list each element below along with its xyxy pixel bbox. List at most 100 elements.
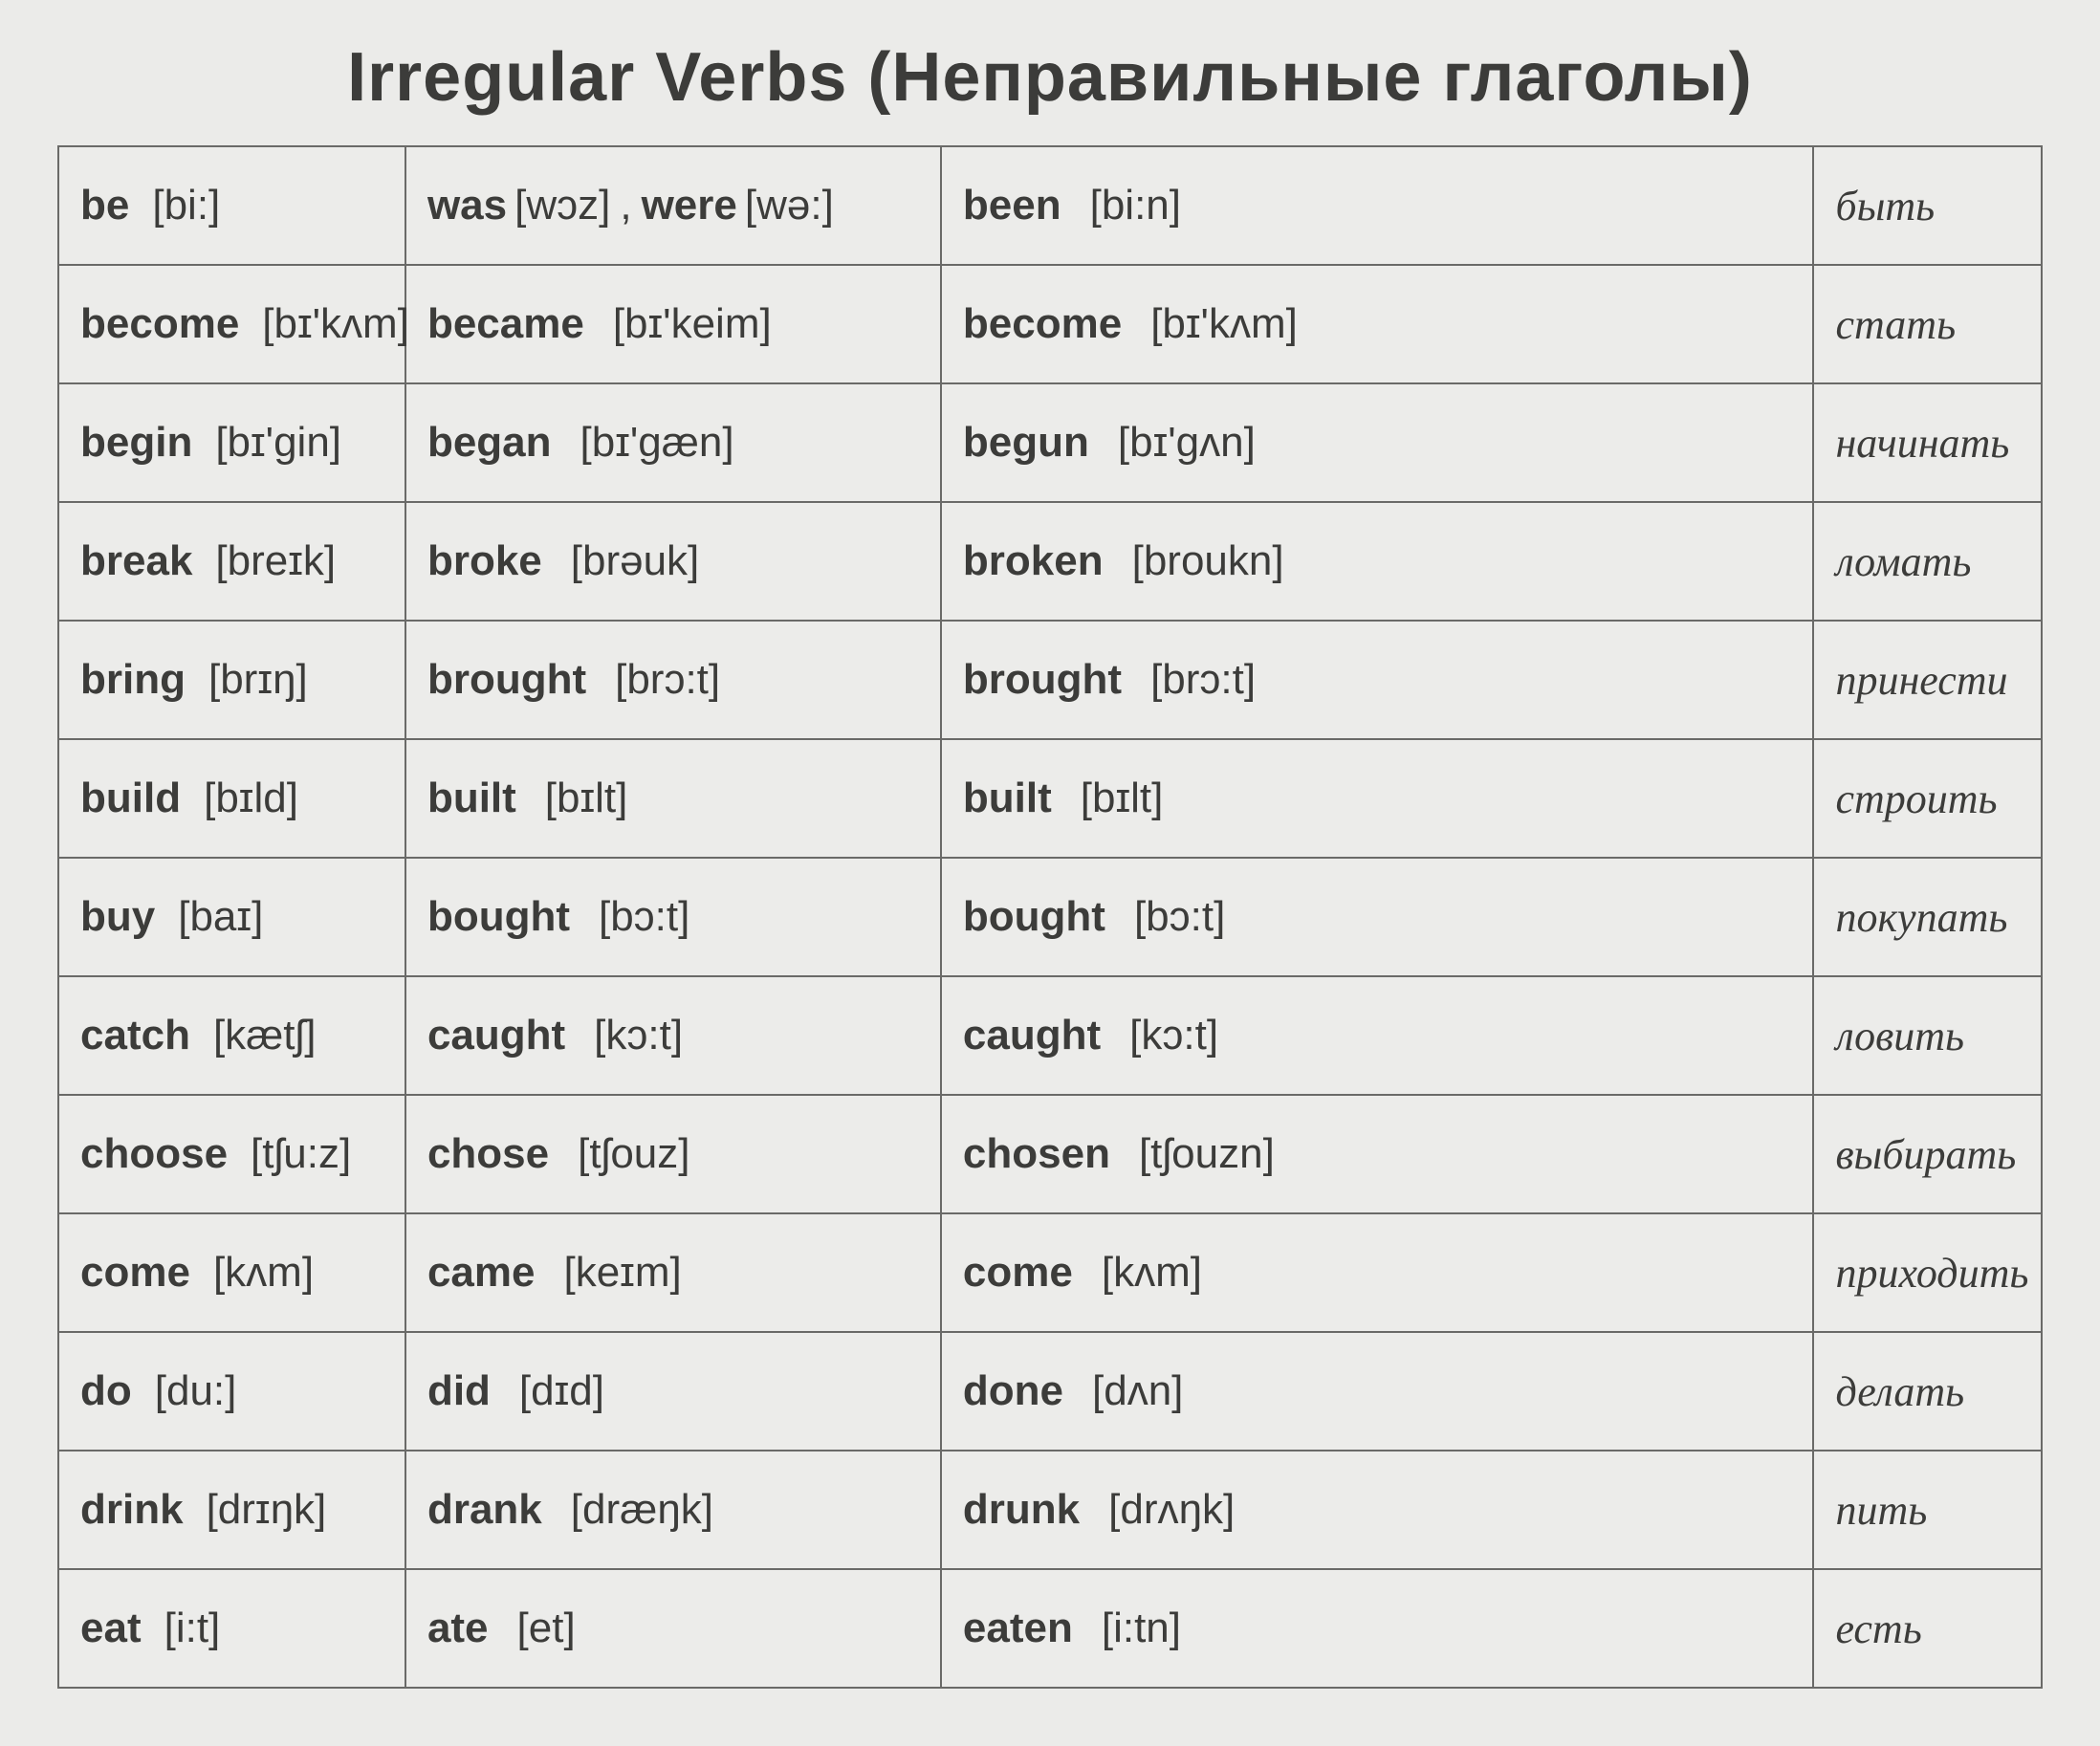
pp-verb: begun [963, 419, 1089, 467]
past-verb: were [642, 182, 737, 229]
cell-past-simple: built[bɪlt] [405, 739, 941, 858]
infinitive-verb: do [80, 1367, 132, 1415]
cell-past-simple: was[wɔz], were[wə:] [405, 146, 941, 265]
pp-verb: done [963, 1367, 1063, 1415]
translation-text: ломать [1835, 538, 1971, 585]
cell-translation: делать [1813, 1332, 2042, 1451]
past-ipa: [wɔz] [514, 182, 610, 229]
infinitive-ipa: [bi:] [152, 182, 220, 229]
translation-text: приходить [1835, 1250, 2028, 1297]
table-row: drink [drɪŋk] drank [dræŋk] drunk[drʌŋk]пить [58, 1451, 2042, 1569]
cell-translation: ломать [1813, 502, 2042, 621]
infinitive-verb: choose [80, 1130, 228, 1178]
pp-ipa: [kʌm] [1102, 1249, 1202, 1297]
table-row: buy[baɪ]bought[bɔ:t]bought[bɔ:t]покупать [58, 858, 2042, 976]
cell-past-simple: began [bɪ'gæn] [405, 383, 941, 502]
pp-ipa: [bɪ'kʌm] [1150, 300, 1298, 348]
pp-ipa: [dʌn] [1092, 1367, 1183, 1415]
cell-infinitive: do [du:] [58, 1332, 405, 1451]
infinitive-ipa: [kætʃ] [213, 1012, 317, 1059]
infinitive-verb: begin [80, 419, 192, 467]
pp-verb: eaten [963, 1604, 1073, 1652]
cell-infinitive: break [breɪk] [58, 502, 405, 621]
pp-ipa: [tʃouzn] [1139, 1130, 1275, 1178]
infinitive-ipa: [breɪk] [215, 537, 336, 585]
pp-ipa: [i:tn] [1102, 1604, 1181, 1652]
past-verb: brought [427, 656, 586, 704]
past-ipa: [bɪ'gæn] [580, 419, 734, 467]
past-ipa: [keɪm] [563, 1249, 681, 1297]
infinitive-verb: come [80, 1249, 190, 1297]
translation-text: принести [1835, 657, 2007, 704]
cell-translation: быть [1813, 146, 2042, 265]
cell-past-participle: eaten [i:tn] [941, 1569, 1814, 1688]
cell-past-participle: built[bɪlt] [941, 739, 1814, 858]
cell-past-participle: drunk[drʌŋk] [941, 1451, 1814, 1569]
cell-past-participle: broken[broukn] [941, 502, 1814, 621]
table-row: choose[tʃu:z]chose[tʃouz] chosen [tʃouzn] в… [58, 1095, 2042, 1213]
cell-past-participle: come[kʌm] [941, 1213, 1814, 1332]
table-row: build[bɪld]built[bɪlt]built[bɪlt]строить [58, 739, 2042, 858]
infinitive-verb: drink [80, 1486, 184, 1534]
infinitive-verb: break [80, 537, 192, 585]
cell-past-participle: begun[bɪ'gʌn] [941, 383, 1814, 502]
past-verb: drank [427, 1486, 542, 1534]
table-row: come[kʌm]came[keɪm]come[kʌm]приходить [58, 1213, 2042, 1332]
pp-verb: chosen [963, 1130, 1110, 1178]
cell-past-participle: been[bi:n] [941, 146, 1814, 265]
cell-translation: принести [1813, 621, 2042, 739]
cell-past-simple: did[dɪd] [405, 1332, 941, 1451]
translation-text: делать [1835, 1368, 1964, 1415]
infinitive-ipa: [drɪŋk] [207, 1486, 327, 1534]
cell-infinitive: build[bɪld] [58, 739, 405, 858]
cell-infinitive: come[kʌm] [58, 1213, 405, 1332]
translation-text: ловить [1835, 1013, 1964, 1059]
infinitive-ipa: [bɪ'kʌm] [262, 300, 409, 348]
pp-verb: become [963, 300, 1122, 348]
pp-verb: been [963, 182, 1061, 229]
translation-text: есть [1835, 1605, 1921, 1652]
infinitive-ipa: [du:] [155, 1367, 237, 1415]
infinitive-verb: catch [80, 1012, 190, 1059]
cell-translation: строить [1813, 739, 2042, 858]
cell-past-simple: ate[et] [405, 1569, 941, 1688]
past-verb: ate [427, 1604, 489, 1652]
infinitive-ipa: [i:t] [164, 1604, 221, 1652]
table-row: begin[bɪ'gin]began[bɪ'gæn]begun[bɪ'gʌn]н… [58, 383, 2042, 502]
past-verb: came [427, 1249, 536, 1297]
cell-translation: приходить [1813, 1213, 2042, 1332]
page: Irregular Verbs (Неправильные глаголы) b… [0, 0, 2100, 1746]
pp-verb: bought [963, 893, 1105, 941]
cell-past-participle: bought [bɔ:t] [941, 858, 1814, 976]
pp-ipa: [kɔ:t] [1129, 1012, 1218, 1059]
past-ipa: [tʃouz] [578, 1130, 689, 1178]
cell-translation: ловить [1813, 976, 2042, 1095]
cell-past-simple: drank [dræŋk] [405, 1451, 941, 1569]
cell-past-simple: chose[tʃouz] [405, 1095, 941, 1213]
past-verb: built [427, 775, 516, 822]
irregular-verbs-table: be[bi:]was[wɔz], were[wə:]been[bi:n]быть… [57, 145, 2043, 1689]
infinitive-verb: become [80, 300, 239, 348]
pp-verb: broken [963, 537, 1104, 585]
table-row: do [du:] did[dɪd] done [dʌn] делать [58, 1332, 2042, 1451]
past-ipa: [wə:] [745, 182, 834, 229]
cell-past-simple: brought[brɔ:t] [405, 621, 941, 739]
past-verb: broke [427, 537, 542, 585]
translation-text: быть [1835, 183, 1935, 229]
cell-infinitive: buy[baɪ] [58, 858, 405, 976]
cell-translation: есть [1813, 1569, 2042, 1688]
pp-ipa: [bɔ:t] [1134, 893, 1225, 941]
past-verb: did [427, 1367, 491, 1415]
cell-past-participle: done [dʌn] [941, 1332, 1814, 1451]
past-verb: began [427, 419, 552, 467]
past-ipa: [brəuk] [571, 537, 700, 585]
translation-text: выбирать [1835, 1131, 2016, 1178]
cell-translation: пить [1813, 1451, 2042, 1569]
infinitive-verb: build [80, 775, 181, 822]
separator: , [620, 182, 631, 229]
past-ipa: [dræŋk] [571, 1486, 713, 1534]
cell-past-simple: became[bɪ'keim] [405, 265, 941, 383]
table-row: eat[i:t]ate[et]eaten[i:tn]есть [58, 1569, 2042, 1688]
cell-infinitive: choose[tʃu:z] [58, 1095, 405, 1213]
past-ipa: [bɪ'keim] [613, 300, 772, 348]
